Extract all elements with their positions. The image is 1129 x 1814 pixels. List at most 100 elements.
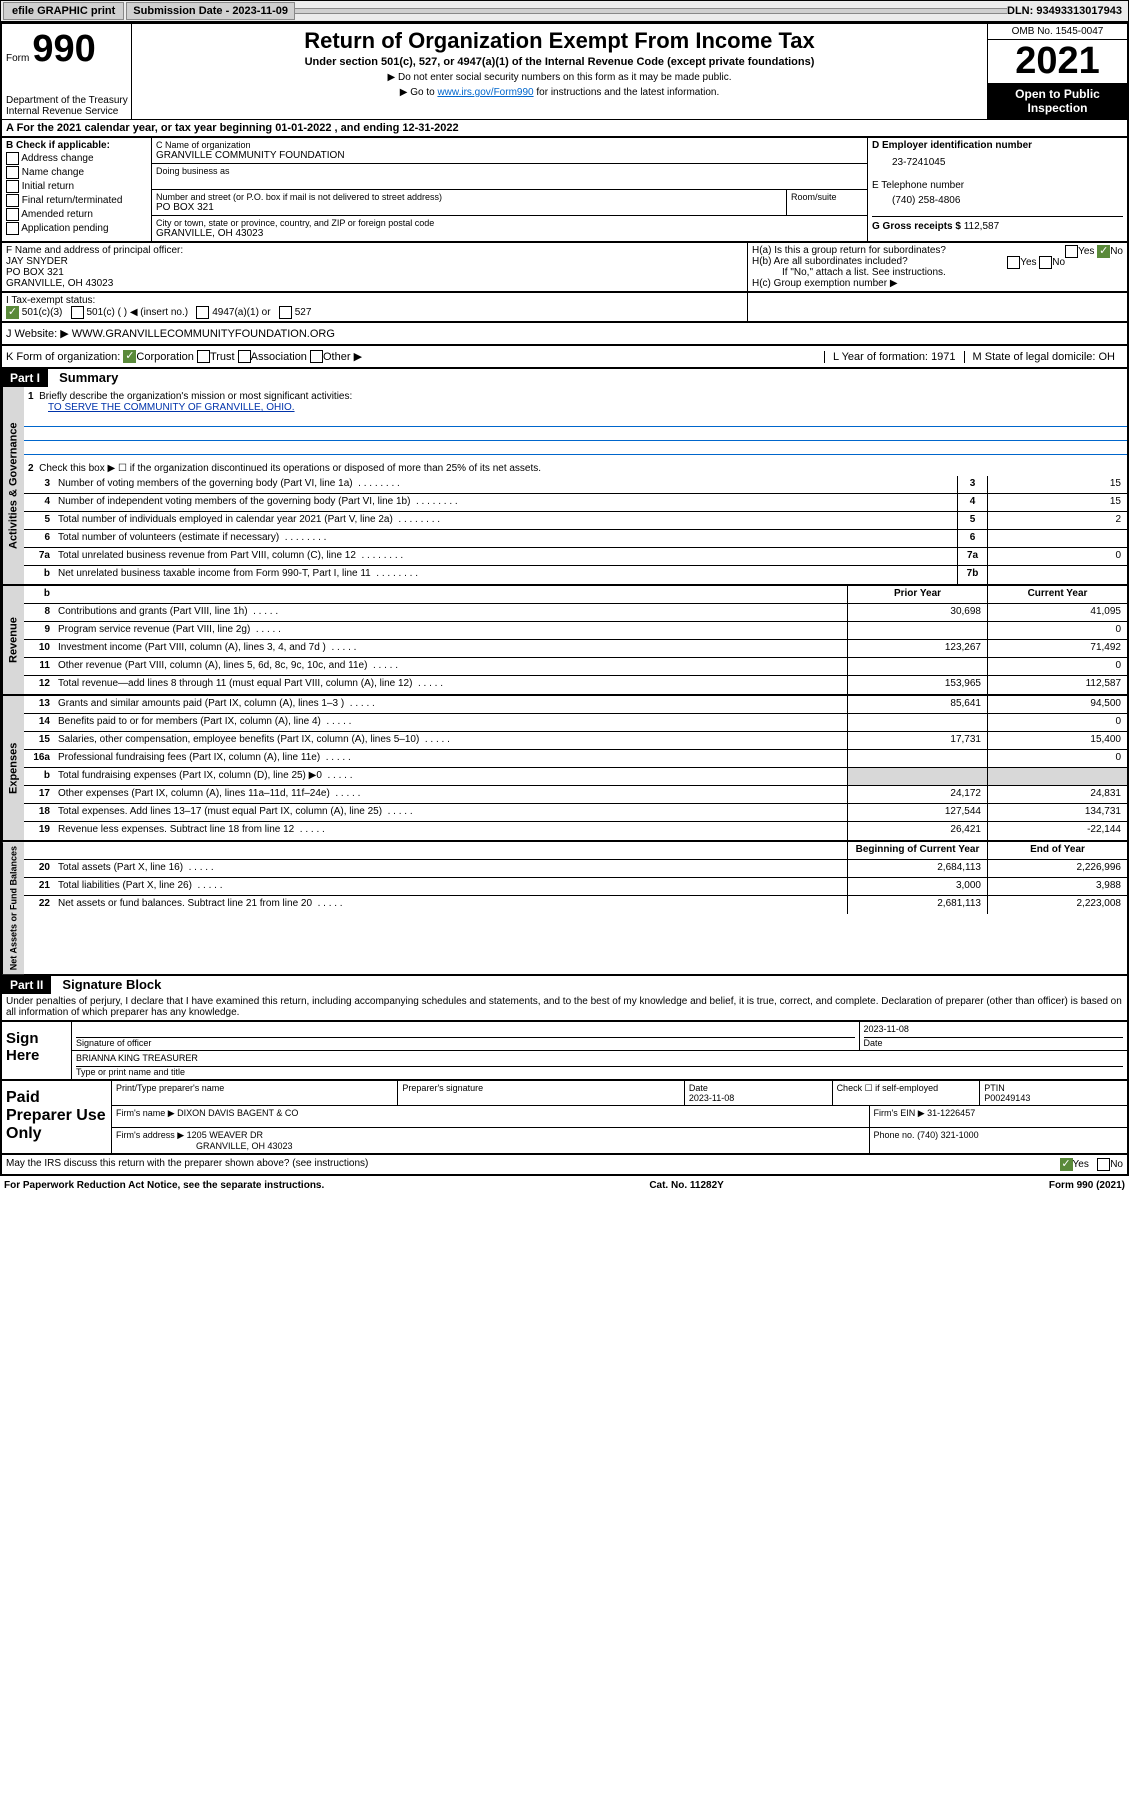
form-number-box: Form 990 Department of the Treasury Inte… (2, 24, 132, 119)
gross-value: 112,587 (964, 221, 999, 232)
footer-right: Form 990 (2021) (1049, 1180, 1125, 1191)
ha-label: H(a) Is this a group return for subordin… (752, 245, 946, 256)
omb-number: OMB No. 1545-0047 (988, 24, 1127, 40)
sig-date: 2023-11-08 (864, 1024, 1124, 1038)
check-initial[interactable]: Initial return (6, 180, 147, 193)
spacer (295, 8, 1007, 14)
submission-date: Submission Date - 2023-11-09 (126, 2, 295, 20)
org-name-label: C Name of organization (156, 140, 863, 150)
department-label: Department of the Treasury Internal Reve… (6, 95, 131, 117)
sig-name: BRIANNA KING TREASURER (76, 1053, 1123, 1067)
box-h: H(a) Is this a group return for subordin… (747, 243, 1127, 291)
form-number: 990 (32, 28, 95, 70)
note2-post: for instructions and the latest informat… (534, 87, 720, 98)
check-amended[interactable]: Amended return (6, 208, 147, 221)
summary-row: 21 Total liabilities (Part X, line 26) .… (24, 878, 1127, 896)
paid-preparer-section: Paid Preparer Use Only Print/Type prepar… (0, 1081, 1129, 1155)
summary-row: 9 Program service revenue (Part VIII, li… (24, 622, 1127, 640)
form-org-label: K Form of organization: (6, 351, 120, 363)
check-final[interactable]: Final return/terminated (6, 194, 147, 207)
form-word: Form (6, 53, 29, 64)
paid-preparer-label: Paid Preparer Use Only (2, 1081, 112, 1153)
vert-expenses: Expenses (2, 696, 24, 840)
section-revenue: Revenue b Prior Year Current Year 8 Cont… (0, 586, 1129, 696)
header-right: OMB No. 1545-0047 2021 Open to Public In… (987, 24, 1127, 119)
form-header: Form 990 Department of the Treasury Inte… (0, 22, 1129, 119)
summary-row: 12 Total revenue—add lines 8 through 11 … (24, 676, 1127, 694)
sig-name-label: Type or print name and title (76, 1067, 185, 1077)
sign-here-label: Sign Here (2, 1022, 72, 1079)
sign-here-section: Sign Here Signature of officer 2023-11-0… (0, 1022, 1129, 1081)
footer-center: Cat. No. 11282Y (649, 1180, 723, 1191)
part2-header-row: Part II Signature Block (0, 976, 1129, 994)
dba-label: Doing business as (156, 166, 863, 176)
row-klm: K Form of organization: ✓ Corporation Tr… (0, 344, 1129, 369)
phone-value: (740) 258-4806 (892, 195, 1123, 206)
phone-label: E Telephone number (872, 180, 1123, 191)
form-subtitle: Under section 501(c), 527, or 4947(a)(1)… (136, 56, 983, 68)
box-b-label: B Check if applicable: (6, 140, 147, 151)
summary-row: 5 Total number of individuals employed i… (24, 512, 1127, 530)
summary-row: b Total fundraising expenses (Part IX, c… (24, 768, 1127, 786)
col-prior-year: Prior Year (847, 586, 987, 603)
discuss-no[interactable] (1097, 1158, 1110, 1171)
summary-row: 19 Revenue less expenses. Subtract line … (24, 822, 1127, 840)
summary-row: 13 Grants and similar amounts paid (Part… (24, 696, 1127, 714)
summary-row: 14 Benefits paid to or for members (Part… (24, 714, 1127, 732)
discuss-yes[interactable]: ✓ (1060, 1158, 1073, 1171)
check-501c[interactable] (71, 306, 84, 319)
section-expenses: Expenses 13 Grants and similar amounts p… (0, 696, 1129, 842)
discuss-label: May the IRS discuss this return with the… (6, 1158, 368, 1171)
officer-addr1: PO BOX 321 (6, 267, 743, 278)
website-value: WWW.GRANVILLECOMMUNITYFOUNDATION.ORG (72, 328, 335, 340)
summary-row: 16a Professional fundraising fees (Part … (24, 750, 1127, 768)
check-pending[interactable]: Application pending (6, 222, 147, 235)
hb-label: H(b) Are all subordinates included? (752, 256, 908, 267)
section-bcde: B Check if applicable: Address change Na… (0, 136, 1129, 241)
col-current-year: Current Year (987, 586, 1127, 603)
box-de: D Employer identification number 23-7241… (867, 138, 1127, 241)
sig-date-label: Date (864, 1038, 883, 1048)
col-begin-year: Beginning of Current Year (847, 842, 987, 859)
top-bar: efile GRAPHIC print Submission Date - 20… (0, 0, 1129, 22)
check-501c3[interactable]: ✓ (6, 306, 19, 319)
summary-row: 18 Total expenses. Add lines 13–17 (must… (24, 804, 1127, 822)
section-fh: F Name and address of principal officer:… (0, 241, 1129, 291)
check-address[interactable]: Address change (6, 152, 147, 165)
ein-label: D Employer identification number (872, 140, 1123, 151)
note2-pre: ▶ Go to (400, 87, 438, 98)
section-net-assets: Net Assets or Fund Balances Beginning of… (0, 842, 1129, 976)
check-527[interactable] (279, 306, 292, 319)
part1-header: Part I (2, 369, 48, 387)
summary-row: 22 Net assets or fund balances. Subtract… (24, 896, 1127, 914)
summary-row: 20 Total assets (Part X, line 16) . . . … (24, 860, 1127, 878)
check-trust[interactable] (197, 350, 210, 363)
check-assoc[interactable] (238, 350, 251, 363)
check-name[interactable]: Name change (6, 166, 147, 179)
irs-link[interactable]: www.irs.gov/Form990 (437, 87, 533, 98)
col-end-year: End of Year (987, 842, 1127, 859)
open-inspection: Open to Public Inspection (988, 83, 1127, 119)
row-i: I Tax-exempt status: ✓ 501(c)(3) 501(c) … (0, 291, 1129, 321)
summary-row: 3 Number of voting members of the govern… (24, 476, 1127, 494)
street-label: Number and street (or P.O. box if mail i… (156, 192, 782, 202)
efile-print-button[interactable]: efile GRAPHIC print (3, 2, 124, 20)
box-f: F Name and address of principal officer:… (2, 243, 747, 291)
dln-label: DLN: 93493313017943 (1007, 5, 1128, 17)
box-b: B Check if applicable: Address change Na… (2, 138, 152, 241)
summary-row: 6 Total number of volunteers (estimate i… (24, 530, 1127, 548)
box-c: C Name of organization GRANVILLE COMMUNI… (152, 138, 867, 241)
vert-governance: Activities & Governance (2, 387, 24, 584)
row-a-tax-year: A For the 2021 calendar year, or tax yea… (0, 119, 1129, 136)
street-value: PO BOX 321 (156, 202, 782, 213)
check-4947[interactable] (196, 306, 209, 319)
officer-addr2: GRANVILLE, OH 43023 (6, 278, 743, 289)
header-center: Return of Organization Exempt From Incom… (132, 24, 987, 119)
discuss-row: May the IRS discuss this return with the… (0, 1155, 1129, 1176)
check-corp[interactable]: ✓ (123, 350, 136, 363)
page-footer: For Paperwork Reduction Act Notice, see … (0, 1176, 1129, 1195)
check-other[interactable] (310, 350, 323, 363)
city-label: City or town, state or province, country… (156, 218, 863, 228)
mission-text: TO SERVE THE COMMUNITY OF GRANVILLE, OHI… (28, 402, 295, 413)
q1-label: Briefly describe the organization's miss… (39, 391, 352, 402)
